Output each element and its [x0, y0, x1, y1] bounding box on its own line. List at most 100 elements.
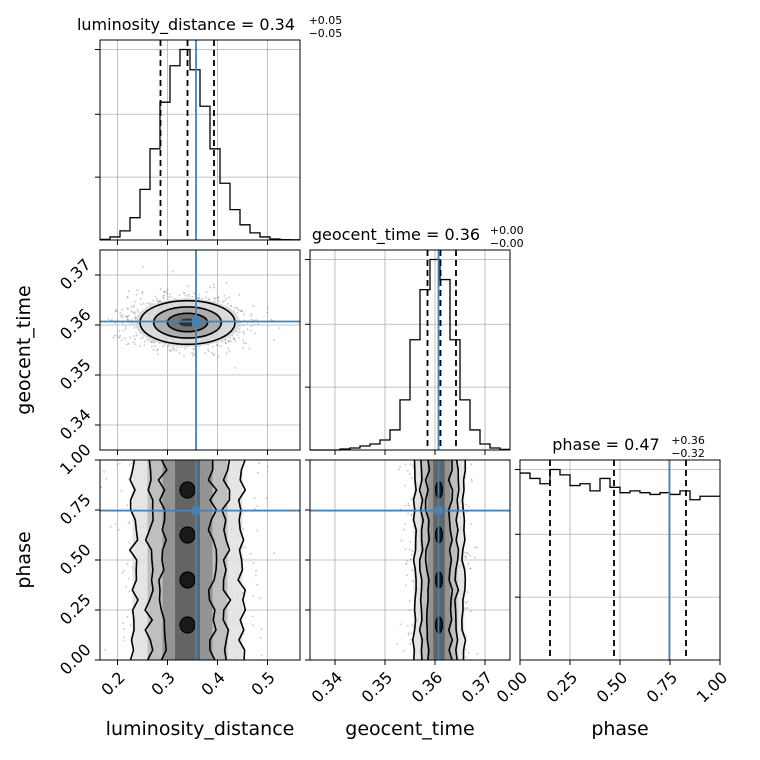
- title-sub: −0.32: [671, 447, 705, 460]
- scatter-point: [120, 489, 123, 492]
- scatter-point: [132, 304, 135, 307]
- contour-line: [418, 460, 425, 660]
- scatter-point: [465, 552, 468, 554]
- scatter-point: [112, 336, 115, 339]
- scatter-point: [204, 352, 207, 355]
- scatter-point: [208, 350, 210, 353]
- scatter-point: [410, 632, 413, 635]
- x-tick-label: 0.37: [458, 668, 497, 707]
- scatter-point: [230, 304, 233, 307]
- x-tick-label: 0.34: [308, 668, 347, 707]
- scatter-point: [128, 464, 131, 467]
- scatter-point: [100, 486, 103, 489]
- title-sub: −0.00: [490, 237, 524, 250]
- scatter-point: [184, 347, 186, 350]
- scatter-point: [404, 548, 407, 551]
- scatter-point: [198, 296, 201, 299]
- scatter-point: [126, 307, 129, 310]
- scatter-point: [221, 301, 224, 304]
- contour-line: [237, 460, 247, 660]
- scatter-point: [408, 600, 411, 603]
- scatter-point: [162, 297, 165, 300]
- scatter-point: [118, 462, 121, 465]
- y-tick-label: 0.36: [56, 305, 95, 344]
- scatter-point: [213, 283, 215, 286]
- scatter-point: [256, 583, 259, 586]
- x-tick-label: 0.36: [408, 668, 447, 707]
- contour-line: [460, 460, 467, 660]
- pair-panel-geocent_time-phase: [305, 459, 511, 665]
- density-peak: [179, 481, 196, 499]
- scatter-point: [242, 330, 245, 333]
- scatter-point: [191, 352, 194, 354]
- scatter-point: [402, 528, 405, 531]
- x-tick-label: 0.2: [97, 668, 128, 699]
- contour-line: [166, 312, 209, 333]
- scatter-point: [187, 294, 190, 296]
- scatter-point: [116, 308, 118, 311]
- scatter-point: [218, 300, 220, 302]
- scatter-point: [119, 334, 122, 337]
- scatter-point: [129, 336, 132, 339]
- scatter-point: [127, 521, 130, 524]
- scatter-point: [256, 529, 259, 532]
- scatter-point: [236, 333, 239, 336]
- x-tick-label: 0.25: [543, 668, 582, 707]
- scatter-point: [163, 290, 165, 293]
- scatter-point: [410, 638, 413, 641]
- scatter-point: [407, 632, 410, 634]
- title-main: phase = 0.47: [552, 435, 659, 454]
- scatter-point: [114, 322, 116, 324]
- scatter-point: [167, 346, 169, 348]
- scatter-point: [172, 347, 175, 350]
- scatter-point: [252, 304, 255, 307]
- scatter-point: [409, 463, 412, 465]
- scatter-point: [126, 315, 128, 318]
- scatter-point: [411, 550, 414, 552]
- scatter-point: [120, 339, 123, 341]
- title-phase: phase = 0.47: [552, 435, 659, 454]
- scatter-point: [169, 293, 172, 296]
- scatter-point: [228, 350, 231, 353]
- scatter-point: [260, 628, 263, 631]
- scatter-point: [405, 562, 408, 565]
- scatter-point: [242, 347, 245, 350]
- scatter-point: [115, 335, 118, 337]
- title-geocent_time: geocent_time = 0.36: [312, 225, 480, 245]
- scatter-point: [157, 300, 160, 303]
- scatter-point: [127, 308, 129, 310]
- hist-step-phase: [520, 468, 720, 501]
- scatter-point: [124, 315, 127, 318]
- title-sup: +0.05: [309, 14, 343, 27]
- scatter-point: [115, 310, 117, 313]
- scatter-point: [466, 552, 469, 555]
- scatter-point: [406, 559, 409, 562]
- scatter-point: [464, 648, 467, 651]
- scatter-point: [213, 354, 216, 356]
- scatter-point: [143, 344, 146, 347]
- scatter-point: [469, 554, 471, 557]
- scatter-point: [116, 463, 118, 466]
- scatter-point: [136, 308, 139, 311]
- scatter-point: [270, 319, 273, 321]
- contour-line: [144, 460, 154, 660]
- scatter-point: [225, 342, 228, 345]
- scatter-point: [153, 342, 155, 344]
- scatter-point: [132, 341, 135, 344]
- axes-frame: [99, 249, 301, 451]
- scatter-point: [120, 308, 123, 311]
- scatter-point: [133, 335, 135, 337]
- scatter-point: [109, 525, 112, 528]
- scatter-point: [465, 503, 468, 506]
- scatter-point: [178, 294, 181, 297]
- scatter-point: [412, 464, 414, 467]
- scatter-point: [155, 298, 158, 301]
- scatter-point: [125, 327, 127, 330]
- scatter-point: [158, 300, 161, 303]
- scatter-point: [410, 497, 412, 500]
- scatter-point: [142, 266, 144, 268]
- pair-panel-luminosity_distance-geocent_time: [95, 249, 301, 455]
- truth-marker: [192, 506, 200, 515]
- scatter-point: [466, 600, 469, 603]
